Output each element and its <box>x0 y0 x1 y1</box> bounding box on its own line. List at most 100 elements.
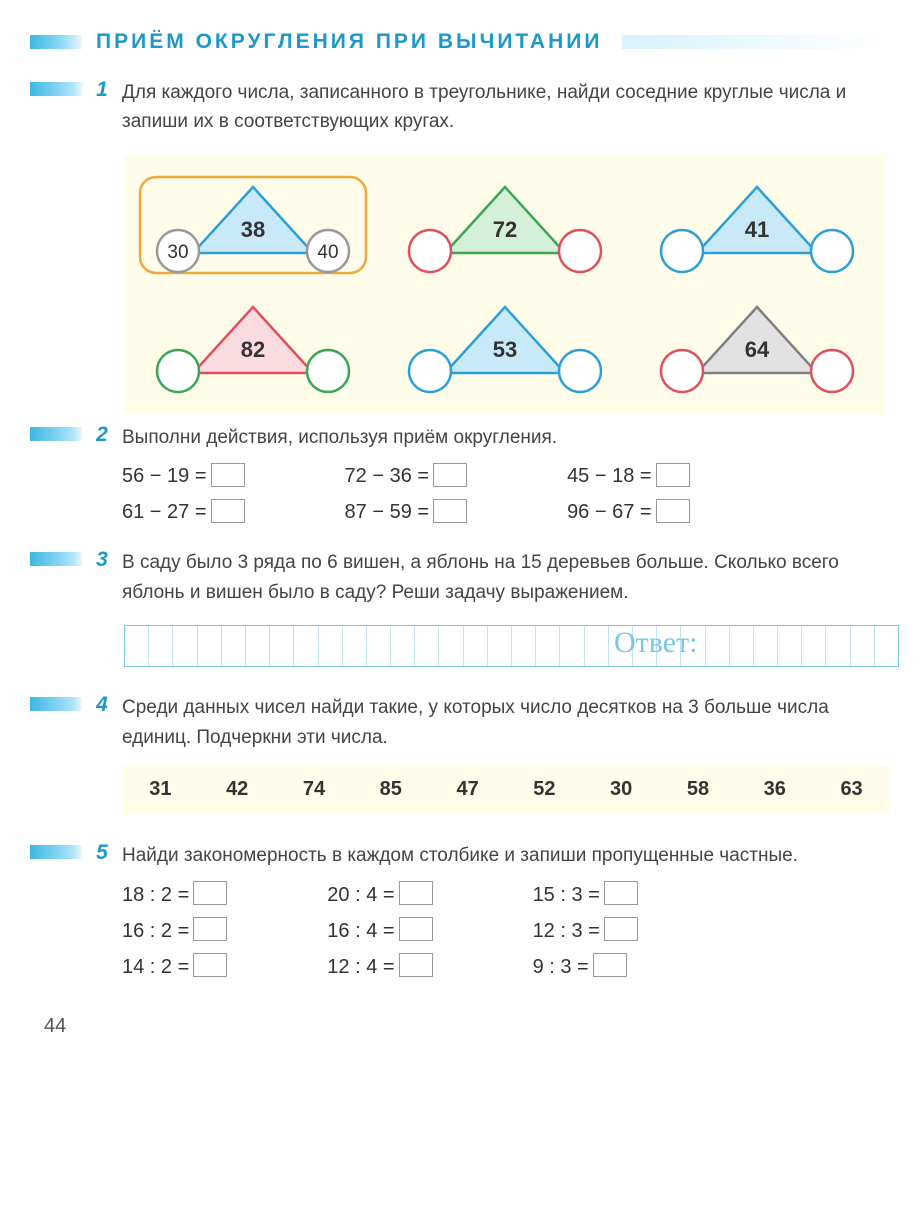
equation-column: 18 : 2 =16 : 2 =14 : 2 = <box>122 877 227 985</box>
equation: 56 − 19 = <box>122 458 245 494</box>
task-text: Выполни действия, используя приём округл… <box>122 423 890 530</box>
equation: 16 : 4 = <box>327 913 432 949</box>
task-text-label: Выполни действия, используя приём округл… <box>122 427 557 448</box>
task-text: В саду было 3 ряда по 6 вишен, а яблонь … <box>122 548 890 607</box>
svg-text:72: 72 <box>493 217 517 242</box>
left-circle[interactable] <box>661 350 703 392</box>
task-number: 1 <box>82 78 122 137</box>
left-circle[interactable] <box>409 230 451 272</box>
equation: 9 : 3 = <box>533 949 638 985</box>
task-5: 5 Найди закономерность в каждом столбике… <box>30 841 890 984</box>
answer-box[interactable] <box>193 953 227 977</box>
answer-box[interactable] <box>193 881 227 905</box>
page-title: ПРИЁМ ОКРУГЛЕНИЯ ПРИ ВЫЧИТАНИИ <box>96 30 602 54</box>
equation-column: 15 : 3 =12 : 3 = 9 : 3 = <box>533 877 638 985</box>
svg-text:53: 53 <box>493 337 517 362</box>
task-marker <box>30 697 82 711</box>
answer-box[interactable] <box>656 463 690 487</box>
task-2: 2 Выполни действия, используя приём окру… <box>30 423 890 530</box>
header-bar-left <box>30 35 82 49</box>
right-circle[interactable] <box>559 350 601 392</box>
right-circle[interactable] <box>811 350 853 392</box>
equation-column: 45 − 18 =96 − 67 = <box>567 458 690 530</box>
task-marker <box>30 552 82 566</box>
answer-box[interactable] <box>433 463 467 487</box>
equation: 72 − 36 = <box>345 458 468 494</box>
answer-box[interactable] <box>656 499 690 523</box>
answer-box[interactable] <box>399 881 433 905</box>
task-marker <box>30 845 82 859</box>
page-number: 44 <box>44 1015 890 1038</box>
task-text: Найди закономерность в каждом столбике и… <box>122 841 890 984</box>
equation: 15 : 3 = <box>533 877 638 913</box>
answer-cells[interactable] <box>124 625 899 667</box>
triangle-shape: 82 <box>138 295 368 395</box>
equation-column: 20 : 4 =16 : 4 =12 : 4 = <box>327 877 432 985</box>
equation: 18 : 2 = <box>122 877 227 913</box>
triangle-shape: 41 <box>642 175 872 275</box>
answer-box[interactable] <box>399 953 433 977</box>
svg-text:82: 82 <box>241 337 265 362</box>
task1-diagram: 38 30 40 72 41 82 53 64 <box>124 155 886 413</box>
task-number: 2 <box>82 423 122 530</box>
equation: 12 : 3 = <box>533 913 638 949</box>
strip-number: 31 <box>122 774 199 805</box>
equation: 45 − 18 = <box>567 458 690 494</box>
header-bar-right <box>622 35 890 49</box>
strip-number: 36 <box>736 774 813 805</box>
equation: 96 − 67 = <box>567 494 690 530</box>
answer-box[interactable] <box>604 917 638 941</box>
left-circle[interactable] <box>157 350 199 392</box>
left-circle[interactable] <box>661 230 703 272</box>
equation: 12 : 4 = <box>327 949 432 985</box>
svg-text:64: 64 <box>745 337 770 362</box>
task-3: 3 В саду было 3 ряда по 6 вишен, а яблон… <box>30 548 890 607</box>
answer-box[interactable] <box>399 917 433 941</box>
equation: 14 : 2 = <box>122 949 227 985</box>
equation: 16 : 2 = <box>122 913 227 949</box>
right-circle[interactable] <box>559 230 601 272</box>
svg-text:41: 41 <box>745 217 769 242</box>
page-header: ПРИЁМ ОКРУГЛЕНИЯ ПРИ ВЫЧИТАНИИ <box>30 30 890 54</box>
strip-number: 42 <box>199 774 276 805</box>
triangle-shape: 64 <box>642 295 872 395</box>
equation-column: 56 − 19 =61 − 27 = <box>122 458 245 530</box>
task-marker <box>30 427 82 441</box>
answer-cells-row: Ответ: <box>124 625 890 667</box>
left-circle[interactable] <box>409 350 451 392</box>
task-number: 3 <box>82 548 122 607</box>
equation: 61 − 27 = <box>122 494 245 530</box>
equation-column: 72 − 36 =87 − 59 = <box>345 458 468 530</box>
task-number: 4 <box>82 693 122 813</box>
strip-number: 74 <box>276 774 353 805</box>
equation: 20 : 4 = <box>327 877 432 913</box>
right-circle[interactable] <box>307 350 349 392</box>
triangle-shape: 53 <box>390 295 620 395</box>
strip-number: 52 <box>506 774 583 805</box>
equation: 87 − 59 = <box>345 494 468 530</box>
strip-number: 63 <box>813 774 890 805</box>
task-text-label: Найди закономерность в каждом столбике и… <box>122 845 798 866</box>
strip-number: 58 <box>660 774 737 805</box>
svg-text:40: 40 <box>317 242 338 263</box>
answer-box[interactable] <box>193 917 227 941</box>
triangle-shape: 72 <box>390 175 620 275</box>
strip-number: 47 <box>429 774 506 805</box>
task-text: Среди данных чисел найди такие, у которы… <box>122 693 890 813</box>
svg-text:38: 38 <box>241 217 265 242</box>
answer-label: Ответ: <box>614 626 698 660</box>
right-circle[interactable] <box>811 230 853 272</box>
svg-text:30: 30 <box>167 242 188 263</box>
answer-box[interactable] <box>211 499 245 523</box>
answer-box[interactable] <box>593 953 627 977</box>
task-text: Для каждого числа, записанного в треугол… <box>122 78 890 137</box>
answer-box[interactable] <box>604 881 638 905</box>
task-4: 4 Среди данных чисел найди такие, у кото… <box>30 693 890 813</box>
strip-number: 30 <box>583 774 660 805</box>
task-1: 1 Для каждого числа, записанного в треуг… <box>30 78 890 137</box>
task-marker <box>30 82 82 96</box>
answer-box[interactable] <box>433 499 467 523</box>
triangle-shape: 38 30 40 <box>138 175 368 275</box>
task-number: 5 <box>82 841 122 984</box>
answer-box[interactable] <box>211 463 245 487</box>
